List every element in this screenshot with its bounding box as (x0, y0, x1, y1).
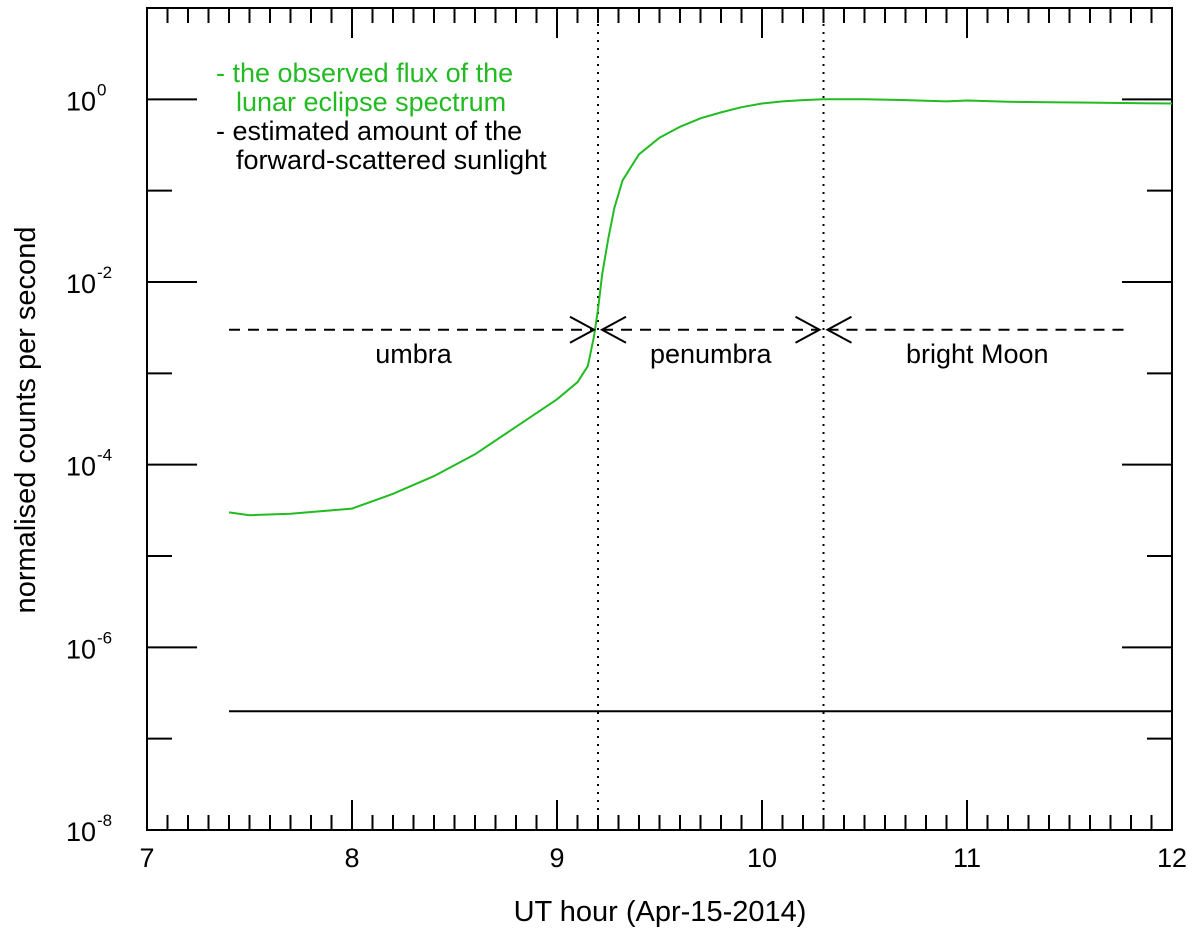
x-tick-label: 11 (953, 843, 981, 873)
x-tick-label: 8 (344, 843, 359, 873)
legend-entry-text: lunar eclipse spectrum (236, 87, 506, 117)
y-tick-label: 10 (66, 634, 96, 664)
legend-entry-text: - the observed flux of the (216, 58, 513, 88)
y-tick-label: 10 (66, 269, 96, 299)
x-tick-label: 10 (747, 843, 777, 873)
phase-boundaries (597, 8, 825, 830)
region-label: penumbra (650, 339, 773, 369)
legend-entry-text: forward-scattered sunlight (236, 145, 547, 175)
region-label: umbra (375, 339, 453, 369)
axis-ticks (146, 7, 1173, 831)
y-tick-exponent: -8 (97, 811, 112, 830)
phase-regions: umbra penumbra bright Moon (229, 315, 1131, 369)
x-tick-label: 9 (549, 843, 564, 873)
y-tick-exponent: -4 (97, 446, 112, 465)
region-arrowhead (795, 315, 822, 344)
y-tick-exponent: 0 (97, 80, 106, 99)
x-tick-label: 7 (139, 843, 154, 873)
y-axis-title: normalised counts per second (10, 227, 42, 614)
region-arrowhead (569, 315, 597, 344)
x-tick-label: 12 (1157, 843, 1187, 873)
x-axis-title: UT hour (Apr-15-2014) (514, 896, 807, 928)
series-line (228, 98, 1173, 517)
region-arrowhead (825, 315, 852, 344)
y-tick-label: 10 (66, 452, 96, 482)
y-tick-exponent: -6 (97, 628, 112, 647)
series-lines (228, 98, 1173, 713)
y-tick-label: 10 (66, 86, 96, 116)
region-label: bright Moon (906, 339, 1049, 369)
y-tick-label: 10 (66, 817, 96, 847)
region-arrowhead (599, 315, 627, 344)
legend-entry-text: - estimated amount of the (216, 116, 522, 146)
y-tick-exponent: -2 (97, 263, 112, 282)
